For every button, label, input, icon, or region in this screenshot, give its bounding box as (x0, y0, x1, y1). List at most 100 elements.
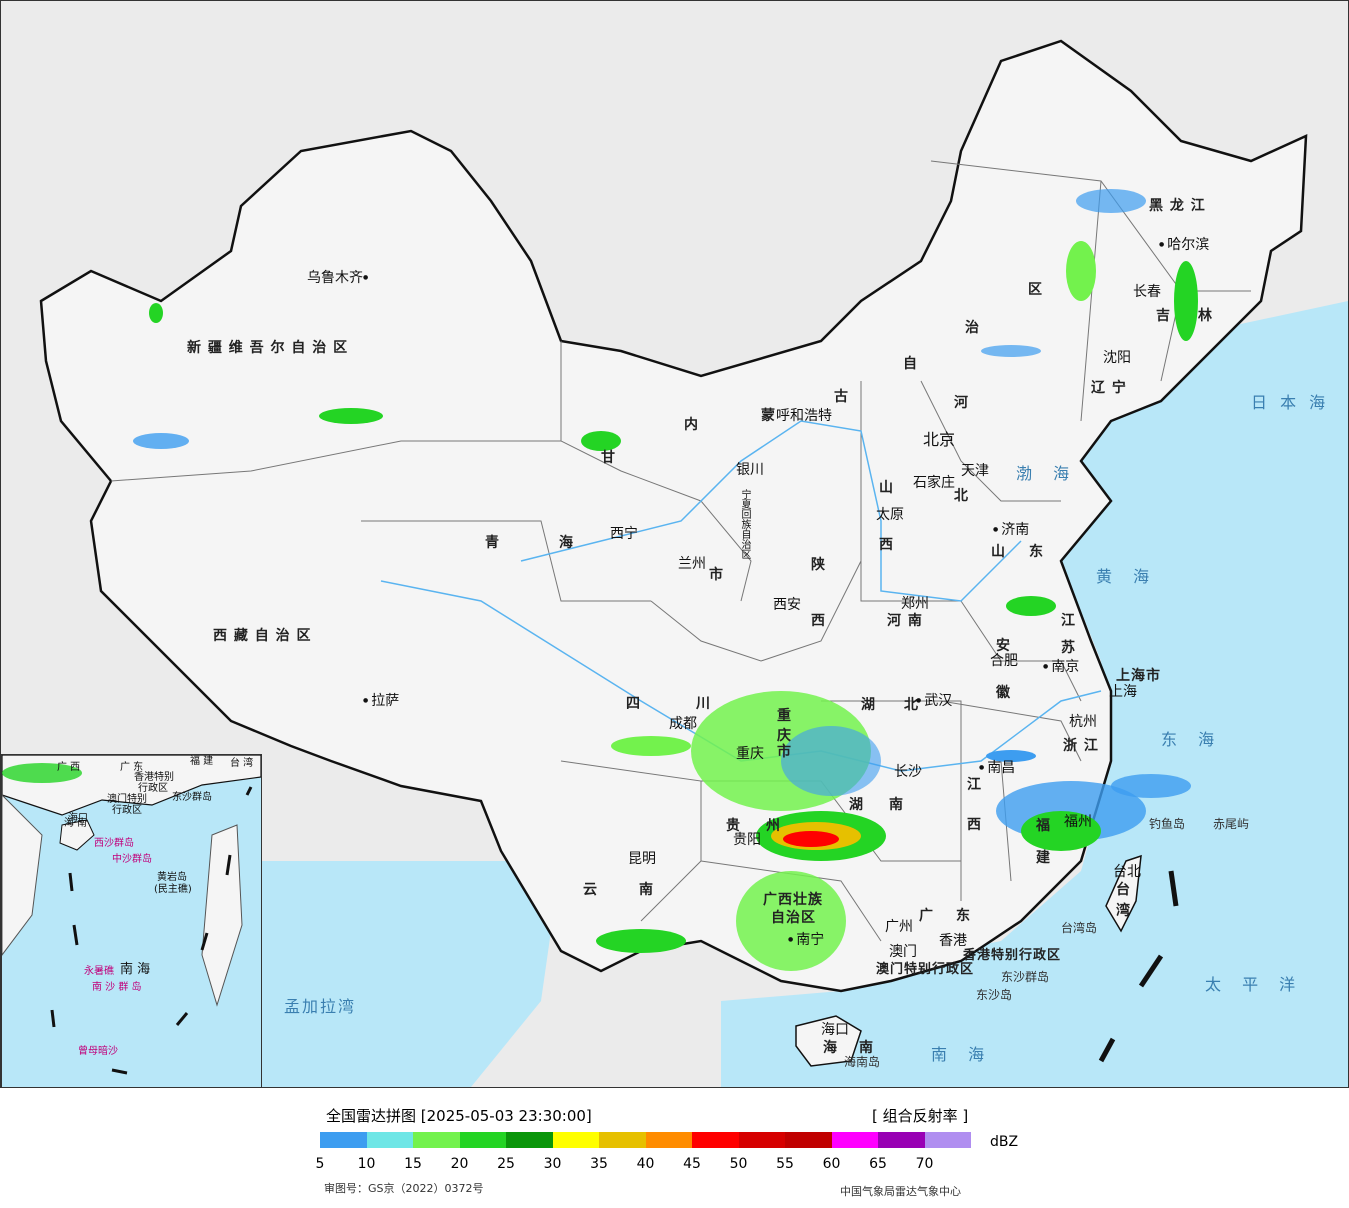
inset-macau-2: 行政区 (112, 805, 142, 816)
province-sichuan-2: 川 (696, 696, 711, 712)
province-hebei-2: 北 (954, 488, 969, 504)
inset-hk-2: 行政区 (138, 783, 168, 794)
province-shandong-2: 东 (1029, 544, 1044, 560)
legend-swatch (599, 1132, 646, 1148)
province-qinghai-2: 海 (559, 535, 574, 551)
legend-tick-label: 25 (497, 1156, 515, 1172)
legend-swatch (552, 1132, 599, 1148)
legend-tick-label: 10 (357, 1156, 376, 1172)
city-haikou: 海口 (821, 1022, 849, 1038)
legend-tick-label: 45 (683, 1156, 701, 1172)
province-hongkong: 香港特别行政区 (963, 948, 1062, 963)
city-changchun: 长春 (1133, 284, 1161, 300)
city-urumqi: 乌鲁木齐 (307, 271, 371, 285)
province-hainan-2: 南 (859, 1040, 874, 1056)
province-guangdong-2: 东 (956, 908, 971, 924)
inset-nansha: 南 沙 群 岛 (92, 982, 142, 993)
province-jiangxi-1: 江 (967, 777, 982, 793)
city-harbin: 哈尔滨 (1159, 238, 1209, 252)
city-taipei: 台北 (1113, 864, 1141, 880)
province-taiwan-2: 湾 (1116, 903, 1131, 919)
province-xizang: 西 藏 自 治 区 (213, 628, 312, 644)
inset-xisha: 西沙群岛 (94, 838, 134, 849)
sea-west (261, 861, 561, 1087)
province-fujian-1: 福 (1036, 818, 1051, 834)
legend-tick-label: 70 (915, 1156, 934, 1172)
province-chongqing-3: 市 (777, 744, 792, 760)
province-jilin-1: 吉 (1156, 308, 1171, 324)
city-shijiazhuang: 石家庄 (913, 475, 955, 491)
city-hefei: 合肥 (990, 653, 1018, 669)
legend-tick-label: 40 (636, 1156, 655, 1172)
province-hunan-1: 湖 (849, 797, 864, 813)
province-hebei-1: 河 (954, 395, 969, 411)
province-neimeng-2: 蒙 (761, 408, 776, 424)
sea-huanghai: 黄 海 (1096, 567, 1158, 586)
legend-unit: dBZ (990, 1134, 1019, 1150)
south-china-sea-inset: 南 海 海 南 广 东 广 西 福 建 台 湾 香港特别 行政区 澳门特别 行政… (1, 754, 262, 1088)
credit: 中国气象局雷达气象中心 (840, 1185, 961, 1198)
inset-macau-1: 澳门特别 (107, 794, 147, 805)
city-tianjin: 天津 (961, 463, 989, 479)
radar-echoes (133, 189, 1198, 971)
island-taiwan: 台湾岛 (1061, 921, 1098, 935)
province-guangdong-1: 广 (919, 908, 934, 924)
province-jiangsu-2: 苏 (1061, 640, 1076, 656)
province-neimeng-1: 内 (684, 417, 699, 433)
legend-swatch (366, 1132, 413, 1148)
legend-swatch (878, 1132, 925, 1148)
legend-swatch (506, 1132, 553, 1148)
sea-donghai: 东 海 (1161, 730, 1223, 749)
legend-tick-label: 60 (822, 1156, 841, 1172)
city-lhasa: 拉萨 (363, 694, 399, 708)
province-borders (110, 160, 1251, 942)
province-jilin-2: 林 (1198, 308, 1213, 324)
city-zhengzhou: 郑州 (901, 596, 929, 612)
city-macau: 澳门 (889, 944, 917, 960)
province-neimeng-6: 区 (1028, 282, 1043, 298)
inset-taiwan: 台 湾 (230, 758, 254, 769)
city-hangzhou: 杭州 (1069, 714, 1097, 730)
legend-swatch (924, 1132, 971, 1148)
inset-hainan (59, 819, 95, 851)
province-yunnan-1: 云 (583, 882, 598, 898)
sea-nanhai: 南 海 (931, 1045, 993, 1064)
inset-nanhai: 南 海 (120, 962, 151, 977)
legend-swatch (320, 1132, 367, 1148)
city-yinchuan: 银川 (736, 462, 764, 478)
city-kunming: 昆明 (628, 851, 656, 867)
legend-tick-label: 5 (315, 1156, 325, 1172)
legend-swatch (831, 1132, 878, 1148)
province-taiwan-1: 台 (1116, 882, 1131, 898)
city-taiyuan: 太原 (876, 507, 904, 523)
taiwan-island (1105, 854, 1142, 933)
province-hunan-2: 南 (889, 797, 904, 813)
province-henan: 河 南 (887, 613, 923, 629)
legend-tick-label: 20 (450, 1156, 469, 1172)
province-chongqing-2: 庆 (777, 728, 792, 744)
legend-product: [ 组合反射率 ] (872, 1107, 969, 1125)
city-guiyang: 贵阳 (733, 832, 761, 848)
legend-tick-label: 65 (869, 1156, 887, 1172)
radar-map: 新 疆 维 吾 尔 自 治 区 西 藏 自 治 区 青 海 甘 内 蒙 古 自 … (0, 0, 1349, 1088)
inset-hainan-label: 海 南 (64, 818, 88, 829)
legend-tick-label: 15 (404, 1156, 422, 1172)
province-hainan-1: 海 (823, 1040, 838, 1056)
legend-tick-label: 30 (543, 1156, 562, 1172)
sea-bay-of-bengal: 孟加拉湾 (284, 997, 357, 1016)
city-xining: 西宁 (610, 526, 638, 542)
legend-swatch (413, 1132, 460, 1148)
city-nanning: 南宁 (788, 933, 824, 947)
province-shandong-1: 山 (991, 544, 1006, 560)
legend-tick-label: 55 (776, 1156, 794, 1172)
province-gansu: 甘 (601, 450, 616, 466)
legend-swatch (692, 1132, 739, 1148)
province-guizhou-2: 州 (766, 818, 781, 834)
city-shanghai: 上海 (1109, 684, 1137, 700)
province-shanghai: 上海市 (1116, 668, 1161, 684)
sea-bohai: 渤 海 (1016, 464, 1078, 483)
inset-hk-1: 香港特别 (134, 772, 174, 783)
province-hubei-2: 北 (904, 697, 919, 713)
city-chongqing: 重庆 (736, 746, 764, 762)
inset-haikou: 海口 (68, 813, 88, 824)
